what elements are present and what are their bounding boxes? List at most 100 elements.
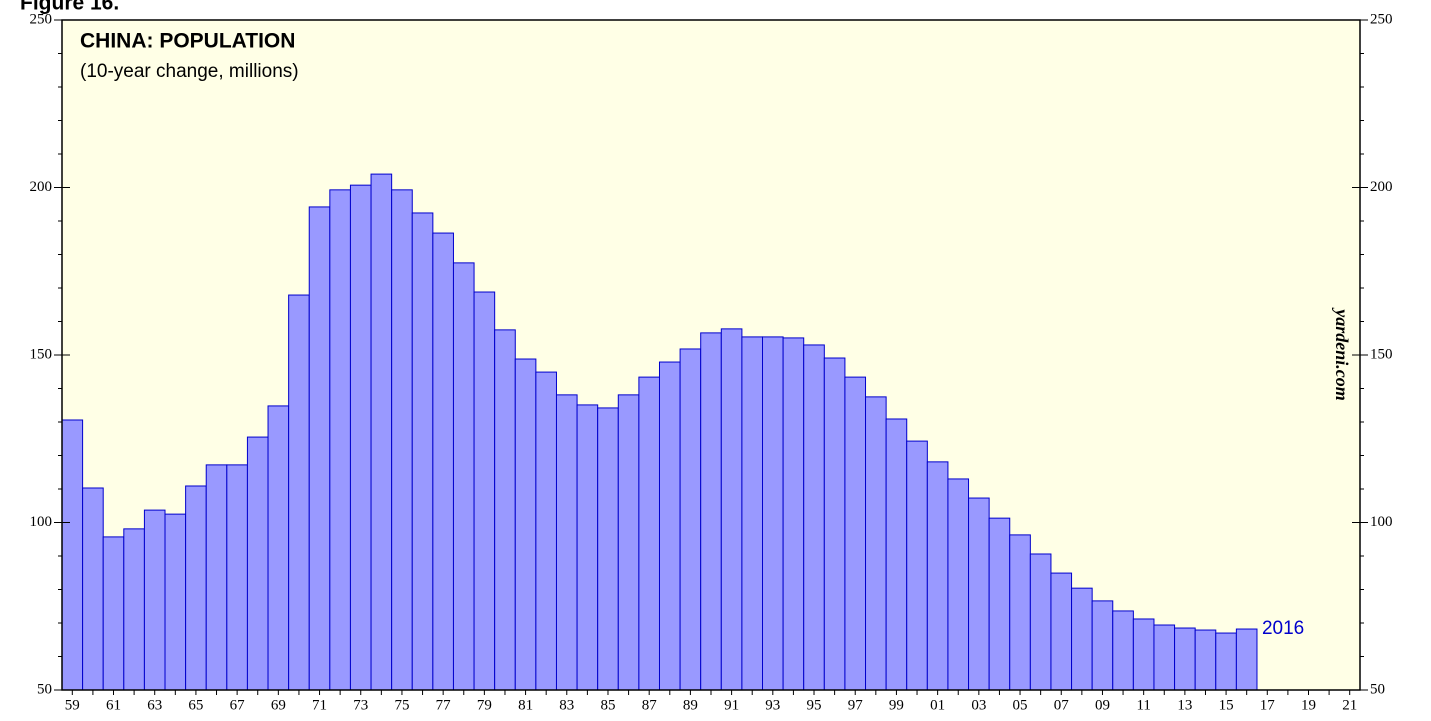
y2-tick-label: 50 [1370,681,1385,697]
x-tick-label: 93 [765,697,780,713]
x-tick-label: 17 [1260,697,1276,713]
bar [123,528,145,691]
x-tick-label: 63 [147,697,162,713]
x-tick-label: 99 [889,697,904,713]
bar [638,376,660,691]
bar [782,337,805,691]
bar [906,440,928,691]
bar [205,464,228,691]
bar [1050,572,1073,691]
bar [143,509,166,691]
bar [988,517,1011,691]
bar [432,232,454,691]
bar [473,291,496,691]
y-tick-label: 50 [37,681,52,697]
source: yardeni.com [1332,307,1352,401]
chart-subtitle: (10-year change, millions) [80,61,299,82]
x-tick-label: 69 [271,697,286,713]
bar [226,464,248,691]
x-tick-label: 83 [559,697,574,713]
x-tick-label: 01 [930,697,945,713]
x-tick-label: 61 [106,697,121,713]
bar [1029,553,1052,691]
y-tick-label: 200 [30,179,53,195]
bar [700,332,722,691]
bar [391,189,413,691]
x-tick-label: 15 [1219,697,1234,713]
bar [82,487,104,691]
bar [803,344,825,691]
bar [164,513,187,691]
bar [370,173,393,691]
bar [514,358,537,691]
x-tick-label: 03 [971,697,986,713]
bar [1174,627,1196,691]
bar [1194,629,1217,691]
bar [185,485,207,691]
x-tick-label: 77 [436,697,452,713]
bar [411,212,434,691]
bar [1153,624,1176,691]
x-tick-label: 71 [312,697,327,713]
bar [555,394,578,691]
y2-tick-label: 150 [1370,346,1393,362]
y-tick-label: 250 [30,11,53,27]
bar [947,478,970,691]
bar [823,357,846,691]
bar [1235,628,1258,691]
bar [1132,618,1155,691]
bar [720,328,743,691]
figure-label: Figure 16. [20,0,119,15]
x-tick-label: 65 [188,697,203,713]
x-tick-label: 05 [1013,697,1028,713]
bar [1112,610,1134,691]
x-tick-label: 97 [848,697,864,713]
bar [102,536,125,691]
bar [1091,600,1114,691]
bar [452,262,475,691]
bar [926,461,949,691]
bar [617,394,640,691]
annotation: 2016 [1262,618,1304,639]
y2-tick-label: 200 [1370,179,1393,195]
bar [61,419,84,691]
x-tick-label: 19 [1301,697,1316,713]
bar [329,189,351,691]
x-tick-label: 79 [477,697,492,713]
bar [597,407,619,691]
x-tick-label: 81 [518,697,533,713]
bar [494,329,516,691]
bar [844,376,867,691]
y2-tick-label: 250 [1370,11,1393,27]
bar [288,294,310,691]
bar [1215,632,1237,691]
x-tick-label: 09 [1095,697,1110,713]
bar [865,396,887,691]
bar [885,418,908,691]
bar [267,405,290,691]
bar [308,206,331,691]
bar [1071,587,1093,691]
bar [535,371,557,691]
bar [968,497,990,691]
x-tick-label: 07 [1054,697,1070,713]
x-tick-label: 67 [230,697,246,713]
y2-tick-label: 100 [1370,514,1393,530]
x-tick-label: 59 [65,697,80,713]
x-tick-label: 75 [394,697,409,713]
bar [1009,534,1031,691]
bar [679,348,702,691]
bar [741,336,764,691]
chart-title: CHINA: POPULATION [80,30,295,53]
bar [349,184,372,691]
bar [658,361,681,691]
x-tick-label: 91 [724,697,739,713]
x-tick-label: 85 [600,697,615,713]
x-tick-label: 11 [1136,697,1150,713]
x-tick-label: 73 [353,697,368,713]
bar [576,404,599,691]
bar [246,436,269,691]
x-tick-label: 89 [683,697,698,713]
